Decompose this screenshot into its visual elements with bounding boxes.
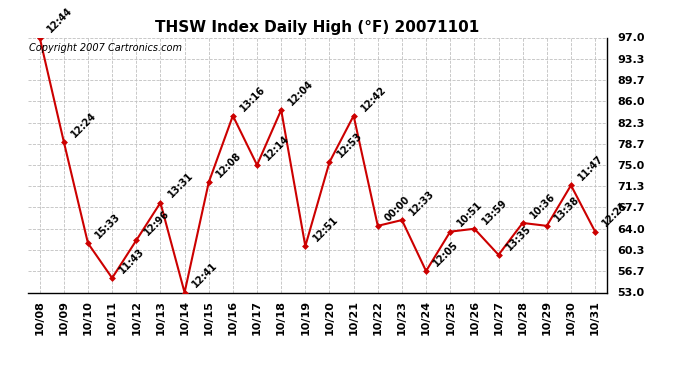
Text: 10:51: 10:51 <box>456 200 485 229</box>
Text: 12:44: 12:44 <box>46 6 75 35</box>
Text: 12:24: 12:24 <box>70 110 99 139</box>
Text: 13:35: 13:35 <box>504 223 533 252</box>
Text: 13:59: 13:59 <box>480 197 509 226</box>
Text: Copyright 2007 Cartronics.com: Copyright 2007 Cartronics.com <box>29 43 181 52</box>
Text: 13:38: 13:38 <box>553 194 582 223</box>
Text: 12:14: 12:14 <box>263 133 292 162</box>
Text: 12:08: 12:08 <box>215 150 244 180</box>
Text: 11:43: 11:43 <box>118 246 147 275</box>
Text: 12:42: 12:42 <box>359 84 388 113</box>
Text: 13:31: 13:31 <box>166 171 195 200</box>
Text: 12:05: 12:05 <box>432 239 461 268</box>
Title: THSW Index Daily High (°F) 20071101: THSW Index Daily High (°F) 20071101 <box>155 20 480 35</box>
Text: 12:53: 12:53 <box>335 130 364 159</box>
Text: 00:00: 00:00 <box>384 194 413 223</box>
Text: 12:21: 12:21 <box>601 200 630 229</box>
Text: 12:51: 12:51 <box>311 214 340 243</box>
Text: 12:33: 12:33 <box>408 188 437 217</box>
Text: 13:16: 13:16 <box>239 84 268 113</box>
Text: 12:96: 12:96 <box>142 209 171 238</box>
Text: 12:41: 12:41 <box>190 261 219 290</box>
Text: 12:04: 12:04 <box>287 78 316 107</box>
Text: 11:47: 11:47 <box>577 153 606 183</box>
Text: 15:33: 15:33 <box>94 211 123 240</box>
Text: 10:36: 10:36 <box>529 191 558 220</box>
